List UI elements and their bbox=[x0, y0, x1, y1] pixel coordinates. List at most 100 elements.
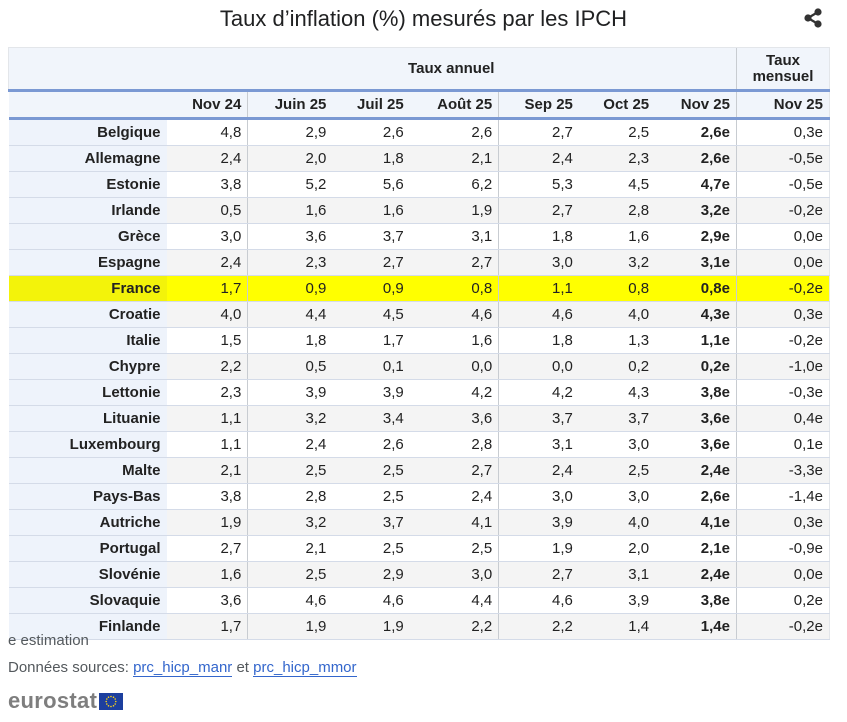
value-cell: 2,7 bbox=[498, 118, 579, 146]
value-cell: 2,5 bbox=[332, 483, 410, 510]
value-cell: 4,3 bbox=[578, 379, 656, 406]
source-link-manr[interactable]: prc_hicp_manr bbox=[133, 659, 233, 677]
value-cell: -0,9e bbox=[736, 535, 830, 562]
value-cell: 0,3e bbox=[736, 509, 830, 536]
value-cell: 4,3e bbox=[655, 301, 737, 328]
value-cell: 3,4 bbox=[332, 405, 410, 432]
value-cell: 0,9 bbox=[247, 275, 333, 302]
value-cell: 2,4 bbox=[166, 249, 248, 276]
country-name: Portugal bbox=[8, 535, 167, 562]
table-row: Italie 1,5 1,8 1,7 1,6 1,8 1,3 1,1e -0,2e bbox=[8, 327, 830, 354]
value-cell: 1,4 bbox=[578, 613, 656, 640]
value-cell: -0,5e bbox=[736, 145, 830, 172]
value-cell: 1,6 bbox=[166, 561, 248, 588]
value-cell: 5,2 bbox=[247, 171, 333, 198]
value-cell: 3,6e bbox=[655, 405, 737, 432]
value-cell: 2,7 bbox=[409, 457, 499, 484]
value-cell: 2,8 bbox=[247, 483, 333, 510]
country-name: Finlande bbox=[8, 613, 167, 640]
value-cell: 2,6 bbox=[409, 118, 499, 146]
value-cell: 3,7 bbox=[332, 509, 410, 536]
value-cell: 1,8 bbox=[247, 327, 333, 354]
value-cell: 0,0 bbox=[409, 353, 499, 380]
value-cell: 2,7 bbox=[498, 197, 579, 224]
column-header: Août 25 bbox=[409, 90, 499, 120]
table-row: Lituanie 1,1 3,2 3,4 3,6 3,7 3,7 3,6e 0,4e bbox=[8, 405, 830, 432]
value-cell: 3,1 bbox=[498, 431, 579, 458]
value-cell: 1,6 bbox=[409, 327, 499, 354]
value-cell: 1,9 bbox=[498, 535, 579, 562]
data-sources: Données sources: prc_hicp_manr et prc_hi… bbox=[8, 659, 357, 677]
value-cell: 3,8e bbox=[655, 587, 737, 614]
column-header: Nov 25 bbox=[655, 90, 737, 120]
value-cell: 1,9 bbox=[409, 197, 499, 224]
value-cell: 4,6 bbox=[498, 301, 579, 328]
value-cell: 0,2 bbox=[578, 353, 656, 380]
value-cell: 2,3 bbox=[247, 249, 333, 276]
value-cell: 3,2 bbox=[247, 405, 333, 432]
value-cell: 3,0 bbox=[578, 431, 656, 458]
value-cell: 3,2 bbox=[247, 509, 333, 536]
value-cell: 1,8 bbox=[498, 223, 579, 250]
value-cell: 0,8e bbox=[655, 275, 737, 302]
value-cell: 3,6 bbox=[166, 587, 248, 614]
value-cell: 1,6 bbox=[247, 197, 333, 224]
value-cell: 4,8 bbox=[166, 118, 248, 146]
value-cell: 2,0 bbox=[247, 145, 333, 172]
column-header: Juil 25 bbox=[332, 90, 410, 120]
value-cell: 1,1 bbox=[166, 431, 248, 458]
table-row: Finlande 1,7 1,9 1,9 2,2 2,2 1,4 1,4e -0,2e bbox=[8, 613, 830, 640]
country-name: Luxembourg bbox=[8, 431, 167, 458]
sources-conjunction: et bbox=[236, 659, 249, 676]
value-cell: 2,1e bbox=[655, 535, 737, 562]
value-cell: -0,2e bbox=[736, 613, 830, 640]
value-cell: 5,6 bbox=[332, 171, 410, 198]
value-cell: -0,2e bbox=[736, 275, 830, 302]
value-cell: 4,4 bbox=[409, 587, 499, 614]
value-cell: 4,5 bbox=[578, 171, 656, 198]
value-cell: -1,4e bbox=[736, 483, 830, 510]
value-cell: 2,4 bbox=[409, 483, 499, 510]
value-cell: 4,6 bbox=[409, 301, 499, 328]
value-cell: 3,0 bbox=[166, 223, 248, 250]
value-cell: 0,1e bbox=[736, 431, 830, 458]
country-name: France bbox=[8, 275, 167, 302]
value-cell: 1,8 bbox=[498, 327, 579, 354]
value-cell: 4,0 bbox=[166, 301, 248, 328]
share-icon[interactable] bbox=[802, 8, 824, 28]
value-cell: 0,8 bbox=[578, 275, 656, 302]
value-cell: 4,6 bbox=[498, 587, 579, 614]
value-cell: 2,0 bbox=[578, 535, 656, 562]
value-cell: 6,2 bbox=[409, 171, 499, 198]
table-row: Croatie 4,0 4,4 4,5 4,6 4,6 4,0 4,3e 0,3e bbox=[8, 301, 830, 328]
corner-header bbox=[8, 47, 167, 92]
table-row: Estonie 3,8 5,2 5,6 6,2 5,3 4,5 4,7e -0,5e bbox=[8, 171, 830, 198]
value-cell: 1,7 bbox=[166, 613, 248, 640]
value-cell: 1,7 bbox=[332, 327, 410, 354]
value-cell: 2,9e bbox=[655, 223, 737, 250]
value-cell: 2,5 bbox=[578, 457, 656, 484]
value-cell: 3,9 bbox=[247, 379, 333, 406]
source-link-mmor[interactable]: prc_hicp_mmor bbox=[253, 659, 357, 677]
table-row: Slovénie 1,6 2,5 2,9 3,0 2,7 3,1 2,4e 0,0e bbox=[8, 561, 830, 588]
table-row: Irlande 0,5 1,6 1,6 1,9 2,7 2,8 3,2e -0,2e bbox=[8, 197, 830, 224]
value-cell: 3,8 bbox=[166, 483, 248, 510]
country-name: Belgique bbox=[8, 118, 167, 146]
country-name: Lituanie bbox=[8, 405, 167, 432]
value-cell: 1,5 bbox=[166, 327, 248, 354]
value-cell: 2,7 bbox=[332, 249, 410, 276]
value-cell: 2,5 bbox=[578, 118, 656, 146]
value-cell: 0,3e bbox=[736, 301, 830, 328]
value-cell: 1,9 bbox=[166, 509, 248, 536]
value-cell: 2,5 bbox=[247, 561, 333, 588]
value-cell: 2,6e bbox=[655, 118, 737, 146]
value-cell: 4,7e bbox=[655, 171, 737, 198]
value-cell: 2,4e bbox=[655, 457, 737, 484]
value-cell: 3,9 bbox=[578, 587, 656, 614]
value-cell: 4,6 bbox=[247, 587, 333, 614]
table-row: Grèce 3,0 3,6 3,7 3,1 1,8 1,6 2,9e 0,0e bbox=[8, 223, 830, 250]
value-cell: 2,2 bbox=[409, 613, 499, 640]
country-name: Allemagne bbox=[8, 145, 167, 172]
table-row: France 1,7 0,9 0,9 0,8 1,1 0,8 0,8e -0,2e bbox=[8, 275, 830, 302]
table-row: Luxembourg 1,1 2,4 2,6 2,8 3,1 3,0 3,6e 0,1e bbox=[8, 431, 830, 458]
